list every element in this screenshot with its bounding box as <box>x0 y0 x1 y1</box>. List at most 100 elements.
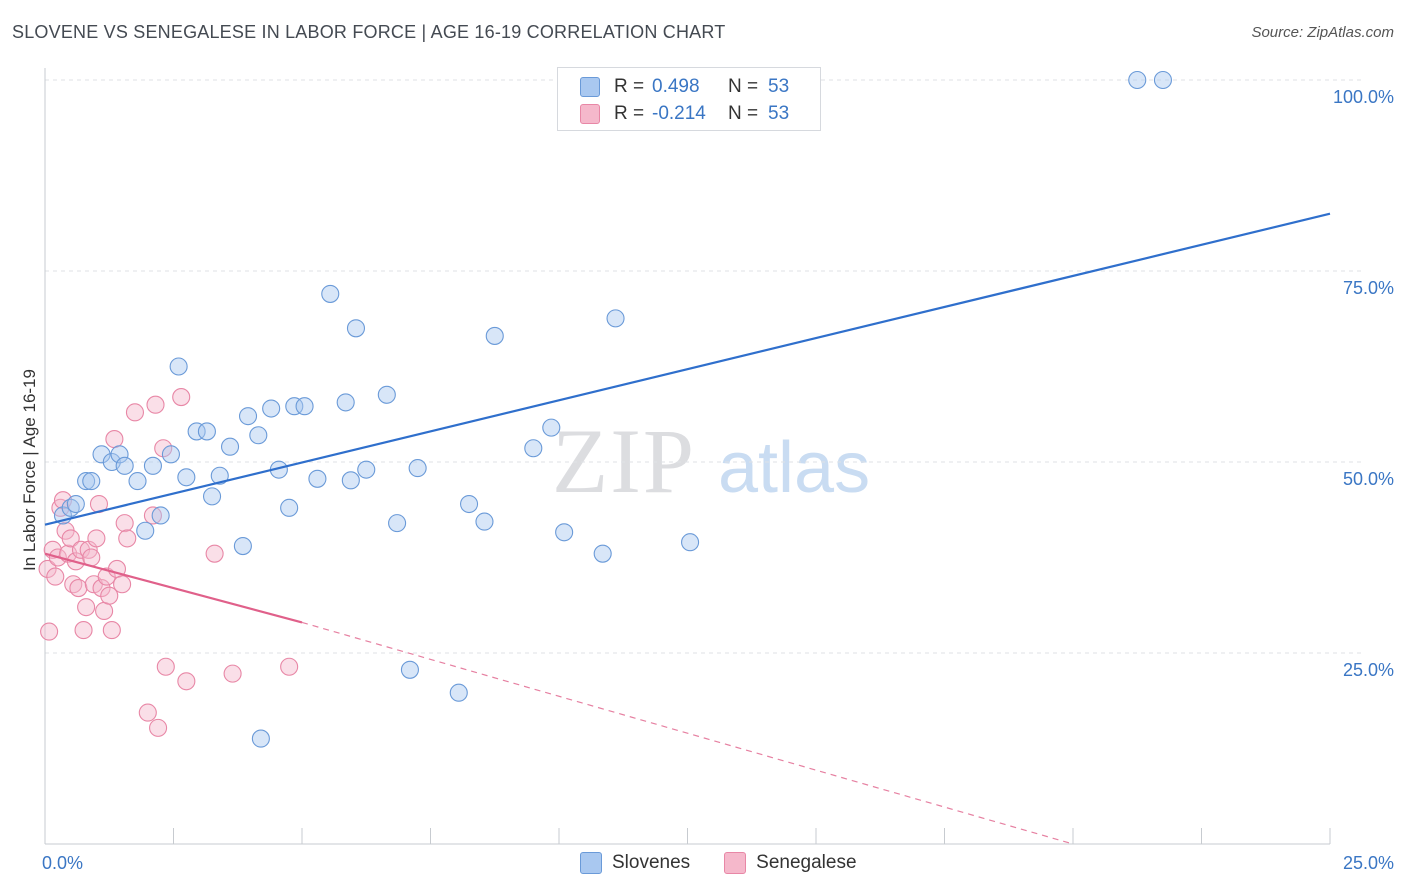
point-slovenes <box>346 319 366 338</box>
point-slovenes <box>308 469 327 488</box>
watermark-zip: ZIP <box>552 410 696 512</box>
legend-swatch-slovenes <box>580 77 600 97</box>
point-senegalese <box>113 575 132 594</box>
point-slovenes <box>280 498 299 517</box>
point-slovenes <box>187 422 206 441</box>
point-slovenes <box>555 523 574 542</box>
point-senegalese <box>100 586 119 605</box>
point-slovenes <box>475 512 494 531</box>
point-senegalese <box>77 598 96 617</box>
point-slovenes <box>1153 70 1172 90</box>
point-senegalese <box>61 529 80 548</box>
point-slovenes <box>341 471 360 490</box>
point-senegalese <box>143 506 162 525</box>
point-slovenes <box>485 326 504 345</box>
point-slovenes <box>249 426 268 445</box>
legend-n-value: 53 <box>768 103 790 124</box>
point-senegalese <box>156 657 175 676</box>
point-slovenes <box>357 460 376 479</box>
correlation-legend: R = 0.498 N = 53 R = -0.214 N = 53 <box>557 67 821 131</box>
point-slovenes <box>593 544 612 563</box>
point-slovenes <box>169 357 188 376</box>
point-slovenes <box>377 385 396 404</box>
point-senegalese <box>40 622 59 641</box>
point-slovenes <box>136 521 155 540</box>
point-slovenes <box>238 407 258 426</box>
legend-n-value: 53 <box>768 76 790 97</box>
point-slovenes <box>408 459 427 478</box>
legend-swatch-senegalese <box>724 852 747 874</box>
point-senegalese <box>95 601 114 621</box>
y-tick-100: 100.0% <box>1332 87 1394 107</box>
point-slovenes <box>177 468 196 487</box>
point-slovenes <box>128 472 147 491</box>
point-slovenes <box>459 494 479 514</box>
point-slovenes <box>524 439 543 458</box>
legend-row-slovenes: R = 0.498 N = 53 <box>580 76 789 98</box>
legend-label-senegalese: Senegalese <box>756 852 857 873</box>
point-senegalese <box>146 395 165 414</box>
legend-n-label: N = <box>728 76 759 97</box>
legend-n-label: N = <box>728 103 759 124</box>
watermark-atlas: atlas <box>718 428 870 508</box>
point-slovenes <box>449 683 468 702</box>
legend-r-label: R = <box>614 103 645 124</box>
legend-swatch-senegalese <box>580 104 600 124</box>
legend-item-slovenes: Slovenes <box>580 852 690 874</box>
y-tick-25: 25.0% <box>1342 660 1394 680</box>
legend-item-senegalese: Senegalese <box>724 852 857 874</box>
x-tick-min: 0.0% <box>42 853 84 873</box>
point-slovenes <box>542 418 561 437</box>
point-senegalese <box>118 529 137 548</box>
point-slovenes <box>336 393 355 412</box>
point-senegalese <box>102 621 121 640</box>
point-slovenes <box>1128 70 1147 90</box>
point-slovenes <box>220 437 240 456</box>
point-senegalese <box>71 540 91 559</box>
point-slovenes <box>66 494 85 514</box>
legend-r-value: -0.214 <box>652 103 706 124</box>
legend-label-slovenes: Slovenes <box>612 852 691 873</box>
trendline-senegalese <box>44 552 303 624</box>
point-slovenes <box>210 466 229 485</box>
point-senegalese <box>172 388 191 407</box>
legend-row-senegalese: R = -0.214 N = 53 <box>580 103 789 125</box>
point-slovenes <box>197 422 216 441</box>
legend-r-label: R = <box>614 76 645 97</box>
point-senegalese <box>125 403 144 422</box>
point-slovenes <box>251 729 270 748</box>
point-slovenes <box>388 514 407 533</box>
point-slovenes <box>400 660 419 679</box>
point-slovenes <box>110 445 129 464</box>
point-slovenes <box>143 456 162 475</box>
point-senegalese <box>92 579 111 598</box>
point-senegalese <box>105 430 124 449</box>
point-slovenes <box>161 445 180 464</box>
point-slovenes <box>151 506 170 525</box>
point-slovenes <box>82 472 101 491</box>
point-senegalese <box>115 514 134 533</box>
point-slovenes <box>262 399 281 418</box>
trendline-senegalese-extension <box>301 621 1074 845</box>
chart-title: SLOVENE VS SENEGALESE IN LABOR FORCE | A… <box>12 22 726 42</box>
point-slovenes <box>92 445 111 464</box>
point-senegalese <box>38 559 57 579</box>
point-slovenes <box>233 536 252 556</box>
point-senegalese <box>46 567 65 586</box>
point-senegalese <box>138 703 157 722</box>
point-senegalese <box>87 529 106 548</box>
point-senegalese <box>223 664 242 683</box>
point-slovenes <box>285 397 304 416</box>
y-tick-75: 75.0% <box>1342 278 1394 298</box>
chart-source: Source: ZipAtlas.com <box>1251 24 1394 41</box>
point-senegalese <box>280 657 299 676</box>
point-slovenes <box>321 284 340 303</box>
point-senegalese <box>149 718 168 737</box>
y-tick-50: 50.0% <box>1342 469 1394 489</box>
point-slovenes <box>77 472 96 491</box>
series-legend: Slovenes Senegalese <box>580 852 891 874</box>
point-slovenes <box>203 487 222 506</box>
point-senegalese <box>69 579 88 598</box>
y-axis-label: In Labor Force | Age 16-19 <box>20 369 39 571</box>
